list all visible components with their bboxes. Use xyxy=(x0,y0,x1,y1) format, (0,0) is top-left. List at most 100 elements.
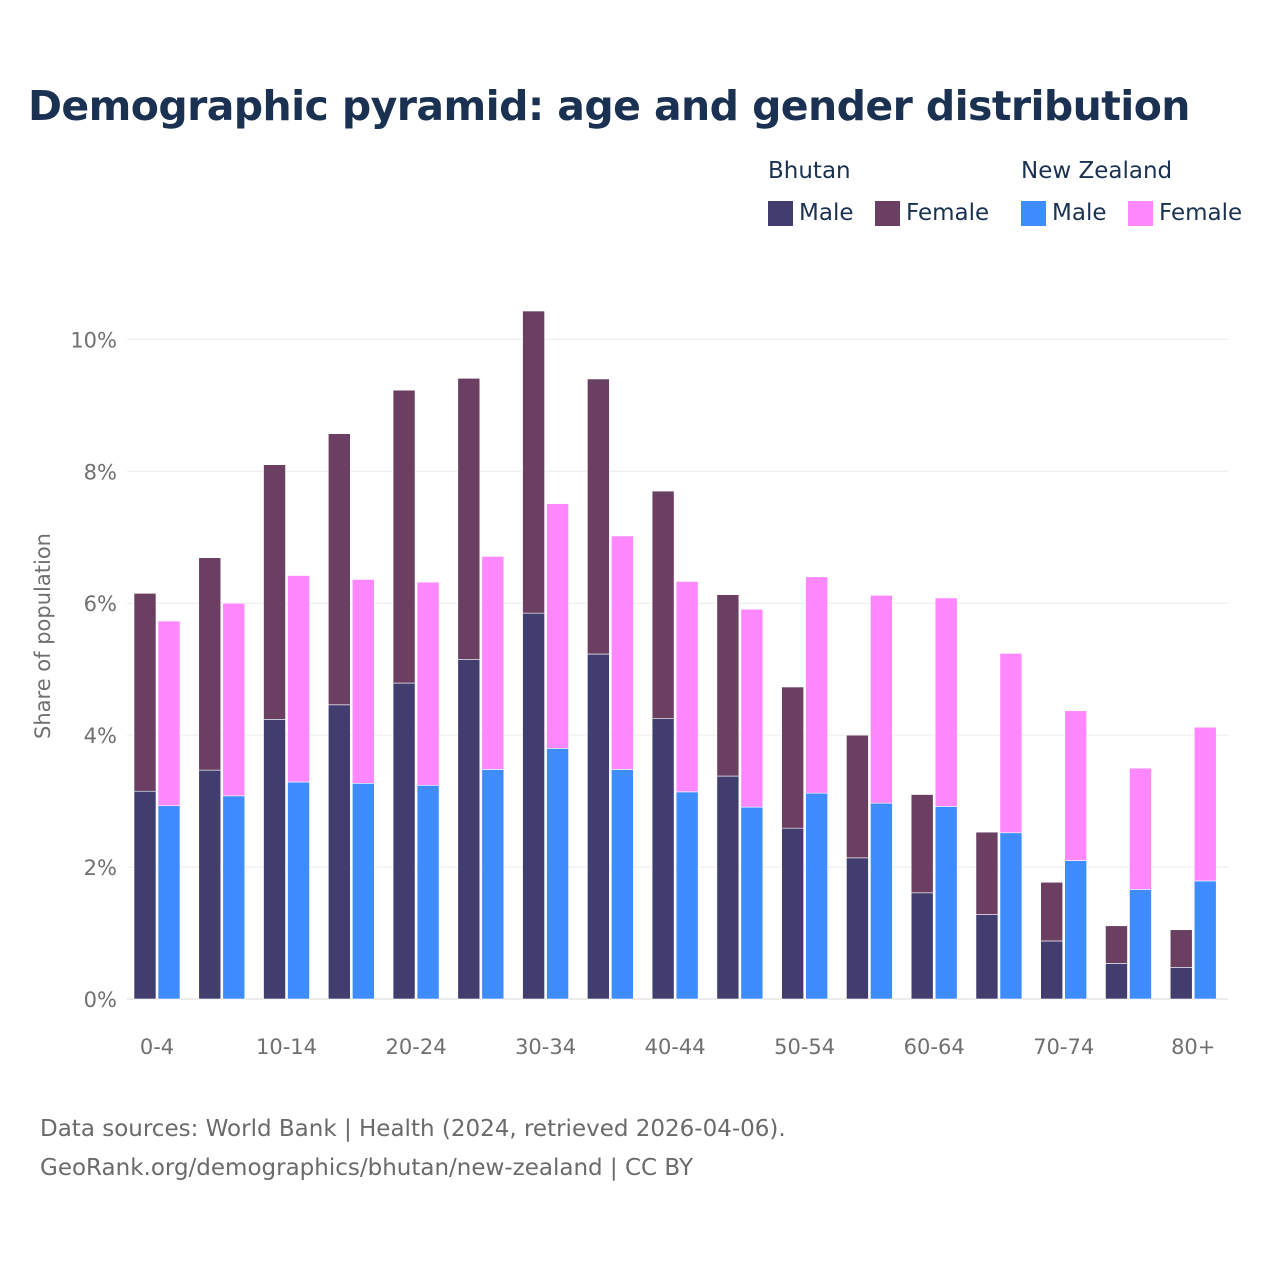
bar-bhutan-male xyxy=(781,827,804,1000)
legend-swatch-nz-female xyxy=(1128,200,1153,226)
bar-nz-male xyxy=(805,792,828,1000)
bar-bhutan-female xyxy=(522,310,545,614)
bar-bhutan-male xyxy=(1105,963,1128,1000)
footer-sources: Data sources: World Bank | Health (2024,… xyxy=(40,1116,786,1142)
x-tick-label: 80+ xyxy=(1171,1035,1215,1059)
bar-nz-male xyxy=(351,783,375,1000)
bar-bhutan-female xyxy=(651,490,675,719)
bar-nz-male xyxy=(870,802,893,1000)
bar-bhutan-male xyxy=(1169,967,1193,1000)
bar-nz-male xyxy=(287,781,310,1000)
bar-nz-male xyxy=(481,769,505,1000)
bar-bhutan-female xyxy=(198,557,222,771)
bar-bhutan-male xyxy=(1040,940,1064,1000)
legend-item-bhutan-male[interactable]: Male xyxy=(768,198,853,228)
y-tick-label: 0% xyxy=(84,988,117,1012)
x-tick-label: 20-24 xyxy=(386,1035,447,1059)
bar-bhutan-female xyxy=(910,794,934,894)
bar-bhutan-male xyxy=(522,612,545,1000)
bar-nz-male xyxy=(934,806,958,1000)
bar-bhutan-male xyxy=(910,892,934,1000)
legend-item-bhutan-female[interactable]: Female xyxy=(875,198,989,228)
bar-nz-female xyxy=(287,575,310,783)
bar-bhutan-female xyxy=(327,433,351,706)
x-tick-label: 60-64 xyxy=(904,1035,965,1059)
legend-item-nz-male[interactable]: Male xyxy=(1021,198,1106,228)
bar-bhutan-female xyxy=(846,734,869,859)
bar-bhutan-female xyxy=(1040,881,1064,942)
legend-item-nz-female[interactable]: Female xyxy=(1128,198,1242,228)
y-tick-label: 8% xyxy=(84,460,117,484)
bar-nz-female xyxy=(416,581,440,786)
footer-attribution: GeoRank.org/demographics/bhutan/new-zeal… xyxy=(40,1155,693,1181)
bar-nz-female xyxy=(805,576,828,794)
bar-nz-female xyxy=(740,608,764,808)
bar-bhutan-male xyxy=(327,704,351,1000)
bar-nz-female xyxy=(999,653,1023,834)
bar-bhutan-female xyxy=(263,464,286,720)
bar-bhutan-male xyxy=(198,769,222,1000)
bar-nz-female xyxy=(222,602,246,797)
bar-bhutan-male xyxy=(716,775,740,1000)
legend-swatch-bhutan-male xyxy=(768,200,793,226)
chart-title: Demographic pyramid: age and gender dist… xyxy=(28,82,1190,130)
x-tick-label: 30-34 xyxy=(515,1035,576,1059)
y-tick-label: 10% xyxy=(70,328,117,352)
bar-bhutan-male xyxy=(263,719,286,1000)
bar-bhutan-female xyxy=(133,593,157,792)
y-tick-label: 2% xyxy=(84,856,117,880)
bar-bhutan-female xyxy=(587,378,610,655)
legend-label-bhutan-male: Male xyxy=(799,200,854,226)
bar-nz-female xyxy=(157,620,181,807)
bar-bhutan-male xyxy=(975,914,999,1000)
bar-bhutan-male xyxy=(392,682,416,1000)
x-tick-label: 70-74 xyxy=(1033,1035,1094,1059)
legend-swatch-nz-male xyxy=(1021,200,1046,226)
bar-nz-female xyxy=(1064,710,1088,861)
y-axis-label: Share of population xyxy=(31,533,55,739)
bar-nz-male xyxy=(611,769,634,1000)
bar-bhutan-male xyxy=(133,790,157,1000)
legend-swatch-bhutan-female xyxy=(875,200,900,226)
bar-nz-female xyxy=(546,503,569,749)
legend-label-nz-female: Female xyxy=(1159,200,1243,226)
bar-bhutan-male xyxy=(587,653,610,1000)
bar-nz-female xyxy=(481,556,505,770)
bar-nz-female xyxy=(1129,767,1152,890)
bar-nz-male xyxy=(416,784,440,1000)
bar-nz-male xyxy=(675,791,699,1000)
bar-nz-female xyxy=(870,595,893,804)
bar-bhutan-female xyxy=(1105,925,1128,964)
bar-nz-male xyxy=(740,806,764,1000)
bar-nz-male xyxy=(999,832,1023,1000)
bar-bhutan-female xyxy=(716,594,740,777)
legend-label-nz-male: Male xyxy=(1052,200,1107,226)
x-tick-label: 10-14 xyxy=(256,1035,317,1059)
bar-nz-female xyxy=(611,535,634,770)
x-tick-label: 50-54 xyxy=(774,1035,835,1059)
bar-bhutan-female xyxy=(975,831,999,915)
bar-nz-male xyxy=(546,748,569,1000)
bar-bhutan-female xyxy=(457,378,481,660)
bar-nz-female xyxy=(675,581,699,793)
bar-bhutan-female xyxy=(1169,929,1193,968)
bar-nz-male xyxy=(222,795,246,1000)
bar-nz-female xyxy=(351,579,375,784)
bar-nz-male xyxy=(1064,860,1088,1000)
legend-group-new-zealand: New Zealand xyxy=(1021,158,1173,184)
x-tick-label: 0-4 xyxy=(140,1035,174,1059)
bar-nz-male xyxy=(1193,880,1217,1000)
bar-bhutan-female xyxy=(781,686,804,829)
bar-nz-female xyxy=(1193,726,1217,882)
bar-bhutan-male xyxy=(457,658,481,1000)
y-tick-label: 6% xyxy=(84,592,117,616)
bar-bhutan-male xyxy=(651,718,675,1000)
bar-bhutan-female xyxy=(392,389,416,684)
bar-nz-female xyxy=(934,597,958,807)
legend-label-bhutan-female: Female xyxy=(906,200,990,226)
x-tick-label: 40-44 xyxy=(645,1035,706,1059)
bar-bhutan-male xyxy=(846,857,869,1000)
legend-group-bhutan: Bhutan xyxy=(768,158,851,184)
y-tick-label: 4% xyxy=(84,724,117,748)
